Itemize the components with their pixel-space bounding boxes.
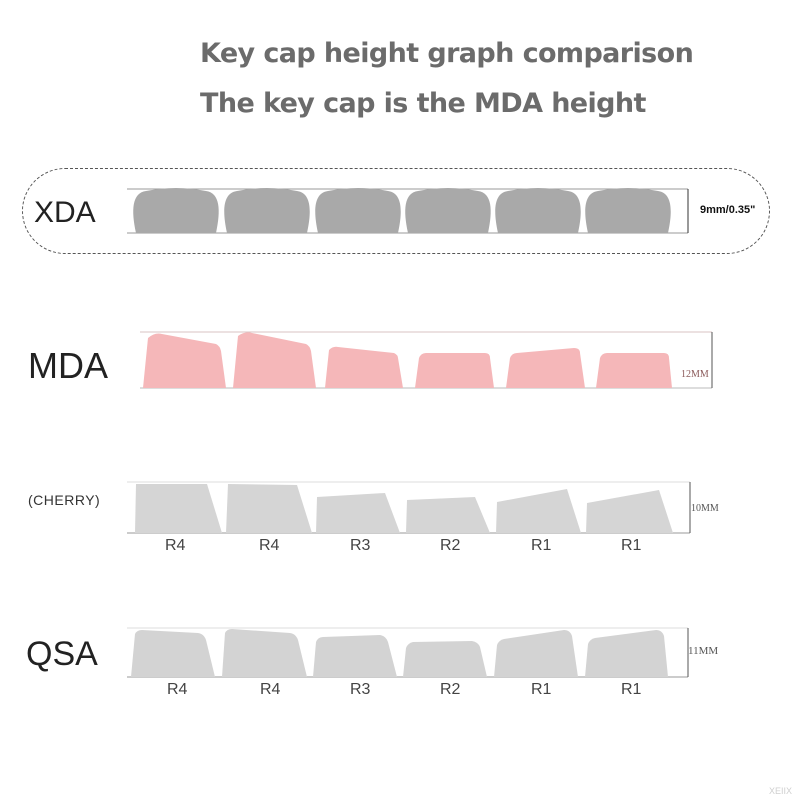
qsa-row-label: R3 [350,681,371,698]
xda-key [315,188,401,233]
qsa-row-label: R4 [167,681,188,698]
xda-row [127,188,689,234]
xda-key [224,188,310,233]
qsa-key [585,630,668,677]
qsa-row-label: R1 [531,681,552,698]
qsa-row-label: R2 [440,681,461,698]
cherry-key [496,489,581,533]
profile-label-xda: XDA [34,196,96,229]
mda-key [506,348,585,388]
mda-row [140,331,713,389]
qsa-key [313,635,397,677]
chart-subtitle: The key cap is the MDA height [200,88,646,119]
cherry-key [135,484,222,533]
qsa-row [127,627,689,678]
xda-key [405,188,491,233]
height-label-cherry: 10MM [691,503,719,514]
profile-label-mda: MDA [28,345,108,386]
height-label-xda: 9mm/0.35" [700,204,756,216]
cherry-row-label: R4 [165,537,186,554]
height-label-mda: 12MM [681,369,709,380]
cherry-row-label: R3 [350,537,371,554]
mda-key [415,353,494,388]
xda-key [133,188,219,233]
xda-highlight-frame [22,168,770,254]
mda-key [233,332,316,388]
qsa-key [131,630,215,677]
qsa-row-label: R1 [621,681,642,698]
qsa-key [403,641,487,677]
cherry-row [127,481,691,534]
cherry-key [586,490,673,533]
chart-title: Key cap height graph comparison [200,38,694,69]
mda-key [325,346,403,388]
qsa-key [222,629,307,677]
cherry-key [316,493,400,533]
cherry-row-label: R1 [531,537,552,554]
qsa-key [494,630,578,677]
profile-label-qsa: QSA [26,635,98,673]
height-label-qsa: 11MM [688,645,719,657]
xda-key [495,188,581,233]
cherry-row-label: R4 [259,537,280,554]
cherry-row-label: R1 [621,537,642,554]
mda-key [143,333,226,388]
xda-key [585,188,671,233]
watermark: XEIIX [768,786,792,796]
cherry-key [226,484,312,533]
qsa-row-label: R4 [260,681,281,698]
mda-key [596,353,672,388]
profile-label-cherry: (CHERRY) [28,492,101,508]
cherry-key [406,497,490,533]
cherry-row-label: R2 [440,537,461,554]
